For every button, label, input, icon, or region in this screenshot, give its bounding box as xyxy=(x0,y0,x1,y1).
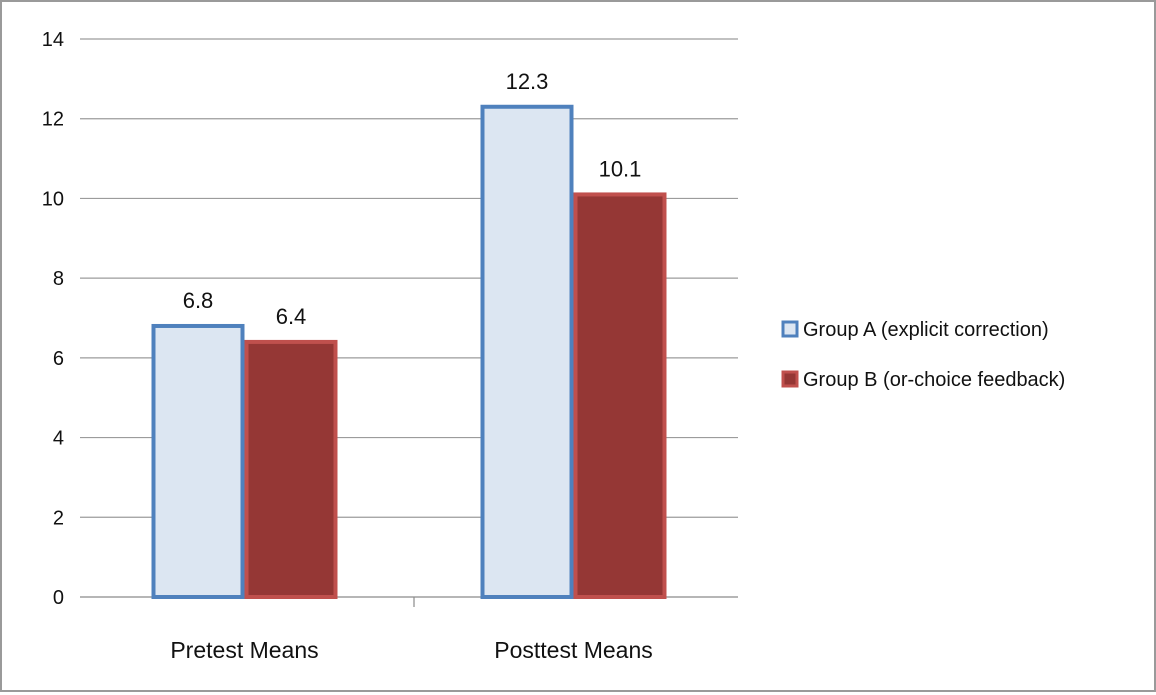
legend: Group A (explicit correction) Group B (or… xyxy=(781,319,1065,391)
x-axis: Pretest Means Posttest Means xyxy=(170,597,653,663)
bars xyxy=(151,104,667,599)
y-tick-label: 8 xyxy=(53,268,64,290)
data-label: 10.1 xyxy=(599,156,642,181)
bar xyxy=(151,323,245,599)
y-tick-label: 0 xyxy=(53,587,64,609)
y-tick-label: 2 xyxy=(53,507,64,529)
data-label: 6.4 xyxy=(276,304,307,329)
legend-swatch xyxy=(781,370,799,388)
data-label: 6.8 xyxy=(183,288,214,313)
bar xyxy=(244,339,338,599)
data-label: 12.3 xyxy=(506,69,549,94)
y-axis-ticks: 0 2 4 6 8 10 12 14 xyxy=(42,29,64,609)
bar xyxy=(480,104,574,599)
y-tick-label: 10 xyxy=(42,188,64,210)
x-tick-label: Posttest Means xyxy=(494,637,653,663)
y-tick-label: 6 xyxy=(53,348,64,370)
legend-label: Group B (or-choice feedback) xyxy=(803,369,1065,391)
legend-swatch xyxy=(781,320,799,338)
legend-label: Group A (explicit correction) xyxy=(803,319,1049,341)
bar xyxy=(573,192,667,599)
y-tick-label: 4 xyxy=(53,428,64,450)
data-labels: 6.8 6.4 12.3 10.1 xyxy=(183,69,642,329)
y-tick-label: 12 xyxy=(42,109,64,131)
y-tick-label: 14 xyxy=(42,29,64,51)
x-tick-label: Pretest Means xyxy=(170,637,318,663)
